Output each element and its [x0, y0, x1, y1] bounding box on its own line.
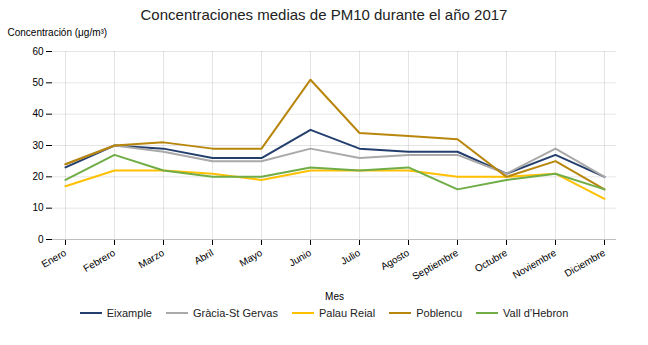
svg-text:Febrero: Febrero — [81, 247, 117, 274]
svg-text:Septiembre: Septiembre — [410, 247, 460, 282]
svg-text:Noviembre: Noviembre — [511, 247, 559, 281]
svg-text:Diciembre: Diciembre — [563, 247, 608, 279]
html-text:Vall d’Hebron: Vall d’Hebron — [503, 307, 569, 319]
svg-text:40: 40 — [32, 108, 44, 119]
svg-text:Abril: Abril — [192, 247, 215, 267]
html-text:Eixample: Eixample — [106, 307, 152, 319]
svg-text:Concentración (μg/m³): Concentración (μg/m³) — [8, 27, 108, 38]
svg-text:20: 20 — [32, 171, 44, 182]
svg-text:Mayo: Mayo — [237, 247, 264, 269]
svg-text:Agosto: Agosto — [379, 247, 412, 272]
html-text:Concentraciones medias de PM10: Concentraciones medias de PM10 durante e… — [140, 6, 508, 23]
svg-text:Marzo: Marzo — [137, 247, 167, 271]
svg-text:60: 60 — [32, 46, 44, 57]
html-text:Gràcia-St Gervas: Gràcia-St Gervas — [193, 307, 278, 319]
svg-text:Julio: Julio — [339, 247, 363, 267]
svg-text:Mes: Mes — [325, 291, 344, 302]
html-text:Palau Reial: Palau Reial — [318, 307, 376, 319]
svg-text:10: 10 — [32, 202, 44, 213]
svg-text:30: 30 — [32, 140, 44, 151]
svg-text:Enero: Enero — [39, 247, 68, 270]
svg-text:0: 0 — [38, 234, 44, 245]
html-text:Poblencu: Poblencu — [416, 307, 463, 319]
svg-text:50: 50 — [32, 77, 44, 88]
svg-text:Octubre: Octubre — [473, 247, 510, 275]
svg-text:Junio: Junio — [287, 247, 314, 269]
